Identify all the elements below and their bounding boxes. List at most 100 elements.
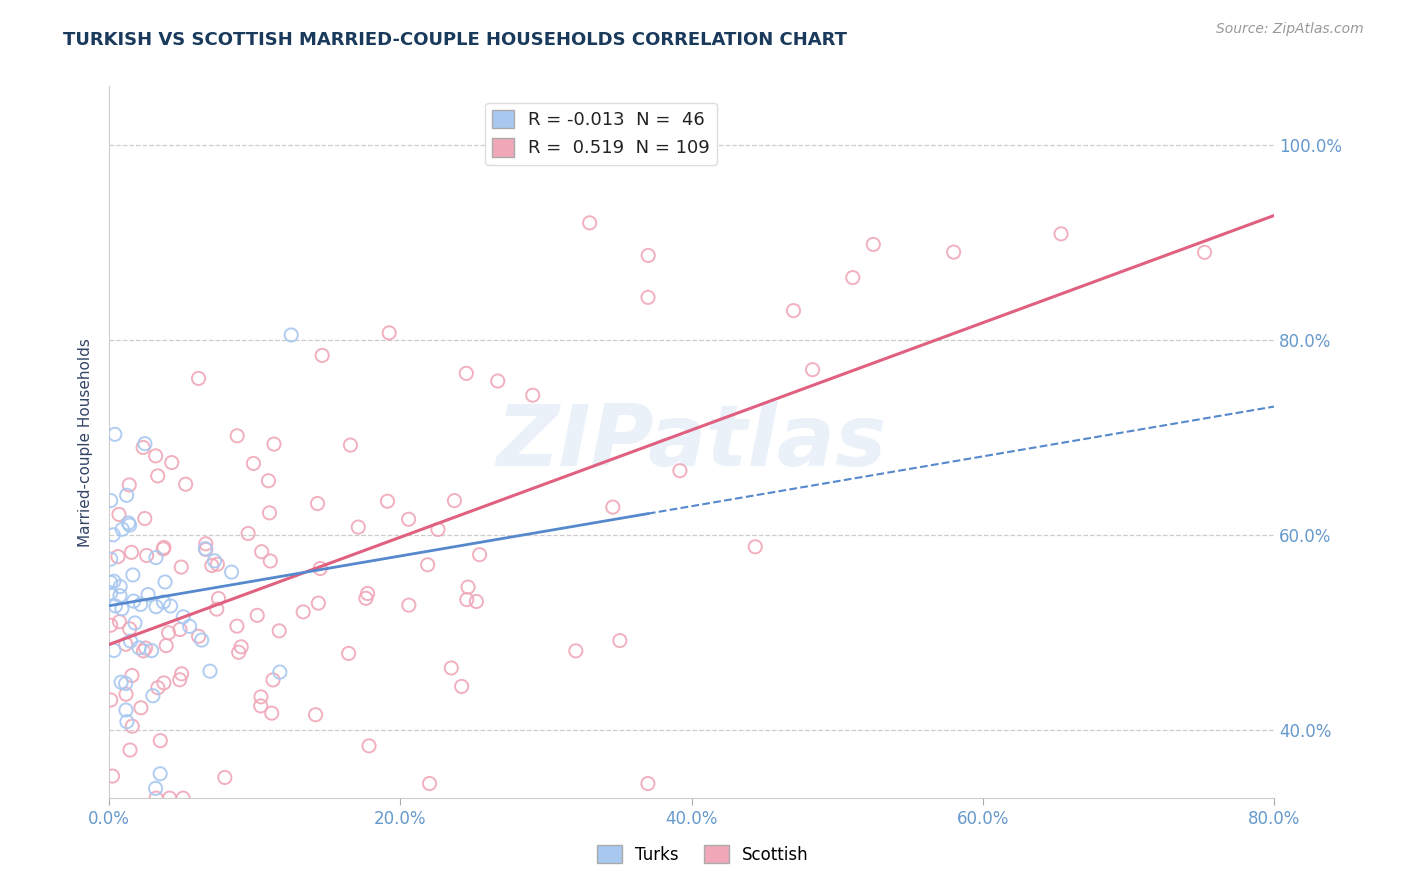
Point	[100, 575, 122, 590]
Point	[155, 639, 177, 653]
Point	[398, 598, 420, 612]
Point	[100, 586, 122, 600]
Point	[242, 457, 264, 471]
Point	[468, 548, 491, 562]
Point	[170, 560, 193, 574]
Point	[135, 641, 157, 656]
Point	[103, 643, 125, 657]
Point	[108, 580, 131, 594]
Point	[637, 290, 659, 304]
Point	[194, 541, 217, 556]
Point	[842, 270, 865, 285]
Point	[456, 592, 478, 607]
Point	[170, 666, 193, 681]
Point	[201, 558, 224, 573]
Point	[204, 554, 226, 568]
Point	[134, 511, 156, 525]
Point	[269, 624, 291, 638]
Point	[132, 644, 155, 658]
Point	[128, 640, 150, 655]
Point	[111, 601, 134, 615]
Point	[228, 645, 250, 659]
Point	[108, 589, 131, 603]
Point	[134, 436, 156, 450]
Point	[153, 676, 176, 690]
Point	[135, 549, 157, 563]
Point	[120, 634, 142, 648]
Point	[207, 591, 229, 606]
Point	[111, 522, 134, 536]
Point	[637, 776, 659, 790]
Point	[309, 561, 332, 575]
Point	[187, 629, 209, 643]
Point	[398, 512, 420, 526]
Point	[121, 568, 143, 582]
Point	[174, 477, 197, 491]
Point	[226, 429, 249, 443]
Point	[250, 690, 273, 704]
Point	[141, 643, 163, 657]
Point	[121, 719, 143, 733]
Y-axis label: Married-couple Households: Married-couple Households	[79, 338, 93, 547]
Point	[416, 558, 439, 572]
Point	[602, 500, 624, 515]
Point	[153, 574, 176, 589]
Point	[669, 464, 692, 478]
Point	[190, 633, 212, 648]
Legend: R = -0.013  N =  46, R =  0.519  N = 109: R = -0.013 N = 46, R = 0.519 N = 109	[485, 103, 717, 165]
Point	[246, 608, 269, 623]
Point	[440, 661, 463, 675]
Point	[269, 665, 291, 679]
Point	[118, 478, 141, 492]
Point	[426, 523, 449, 537]
Point	[311, 348, 333, 362]
Point	[101, 769, 124, 783]
Point	[100, 693, 122, 707]
Point	[307, 497, 329, 511]
Point	[292, 605, 315, 619]
Point	[100, 552, 122, 566]
Point	[152, 595, 174, 609]
Point	[146, 468, 169, 483]
Point	[236, 526, 259, 541]
Point	[115, 488, 138, 502]
Point	[262, 673, 284, 687]
Point	[145, 599, 167, 614]
Point	[172, 610, 194, 624]
Legend: Turks, Scottish: Turks, Scottish	[591, 838, 815, 871]
Point	[942, 245, 965, 260]
Point	[117, 516, 139, 530]
Point	[118, 518, 141, 533]
Point	[124, 615, 146, 630]
Point	[132, 441, 155, 455]
Point	[280, 328, 302, 343]
Point	[169, 623, 191, 637]
Text: Source: ZipAtlas.com: Source: ZipAtlas.com	[1216, 22, 1364, 37]
Point	[443, 493, 465, 508]
Point	[153, 541, 176, 555]
Point	[104, 427, 127, 442]
Point	[159, 791, 181, 805]
Point	[1050, 227, 1073, 241]
Point	[110, 675, 132, 690]
Point	[260, 706, 283, 720]
Point	[418, 776, 440, 790]
Point	[356, 586, 378, 600]
Point	[121, 545, 143, 559]
Point	[179, 619, 201, 633]
Point	[129, 700, 152, 714]
Point	[118, 743, 141, 757]
Point	[149, 733, 172, 747]
Point	[609, 633, 631, 648]
Point	[522, 388, 544, 402]
Point	[339, 438, 361, 452]
Point	[263, 437, 285, 451]
Point	[157, 625, 180, 640]
Point	[337, 647, 360, 661]
Point	[169, 673, 191, 687]
Point	[160, 456, 183, 470]
Point	[108, 508, 131, 522]
Point	[782, 303, 804, 318]
Point	[357, 739, 380, 753]
Point	[257, 474, 280, 488]
